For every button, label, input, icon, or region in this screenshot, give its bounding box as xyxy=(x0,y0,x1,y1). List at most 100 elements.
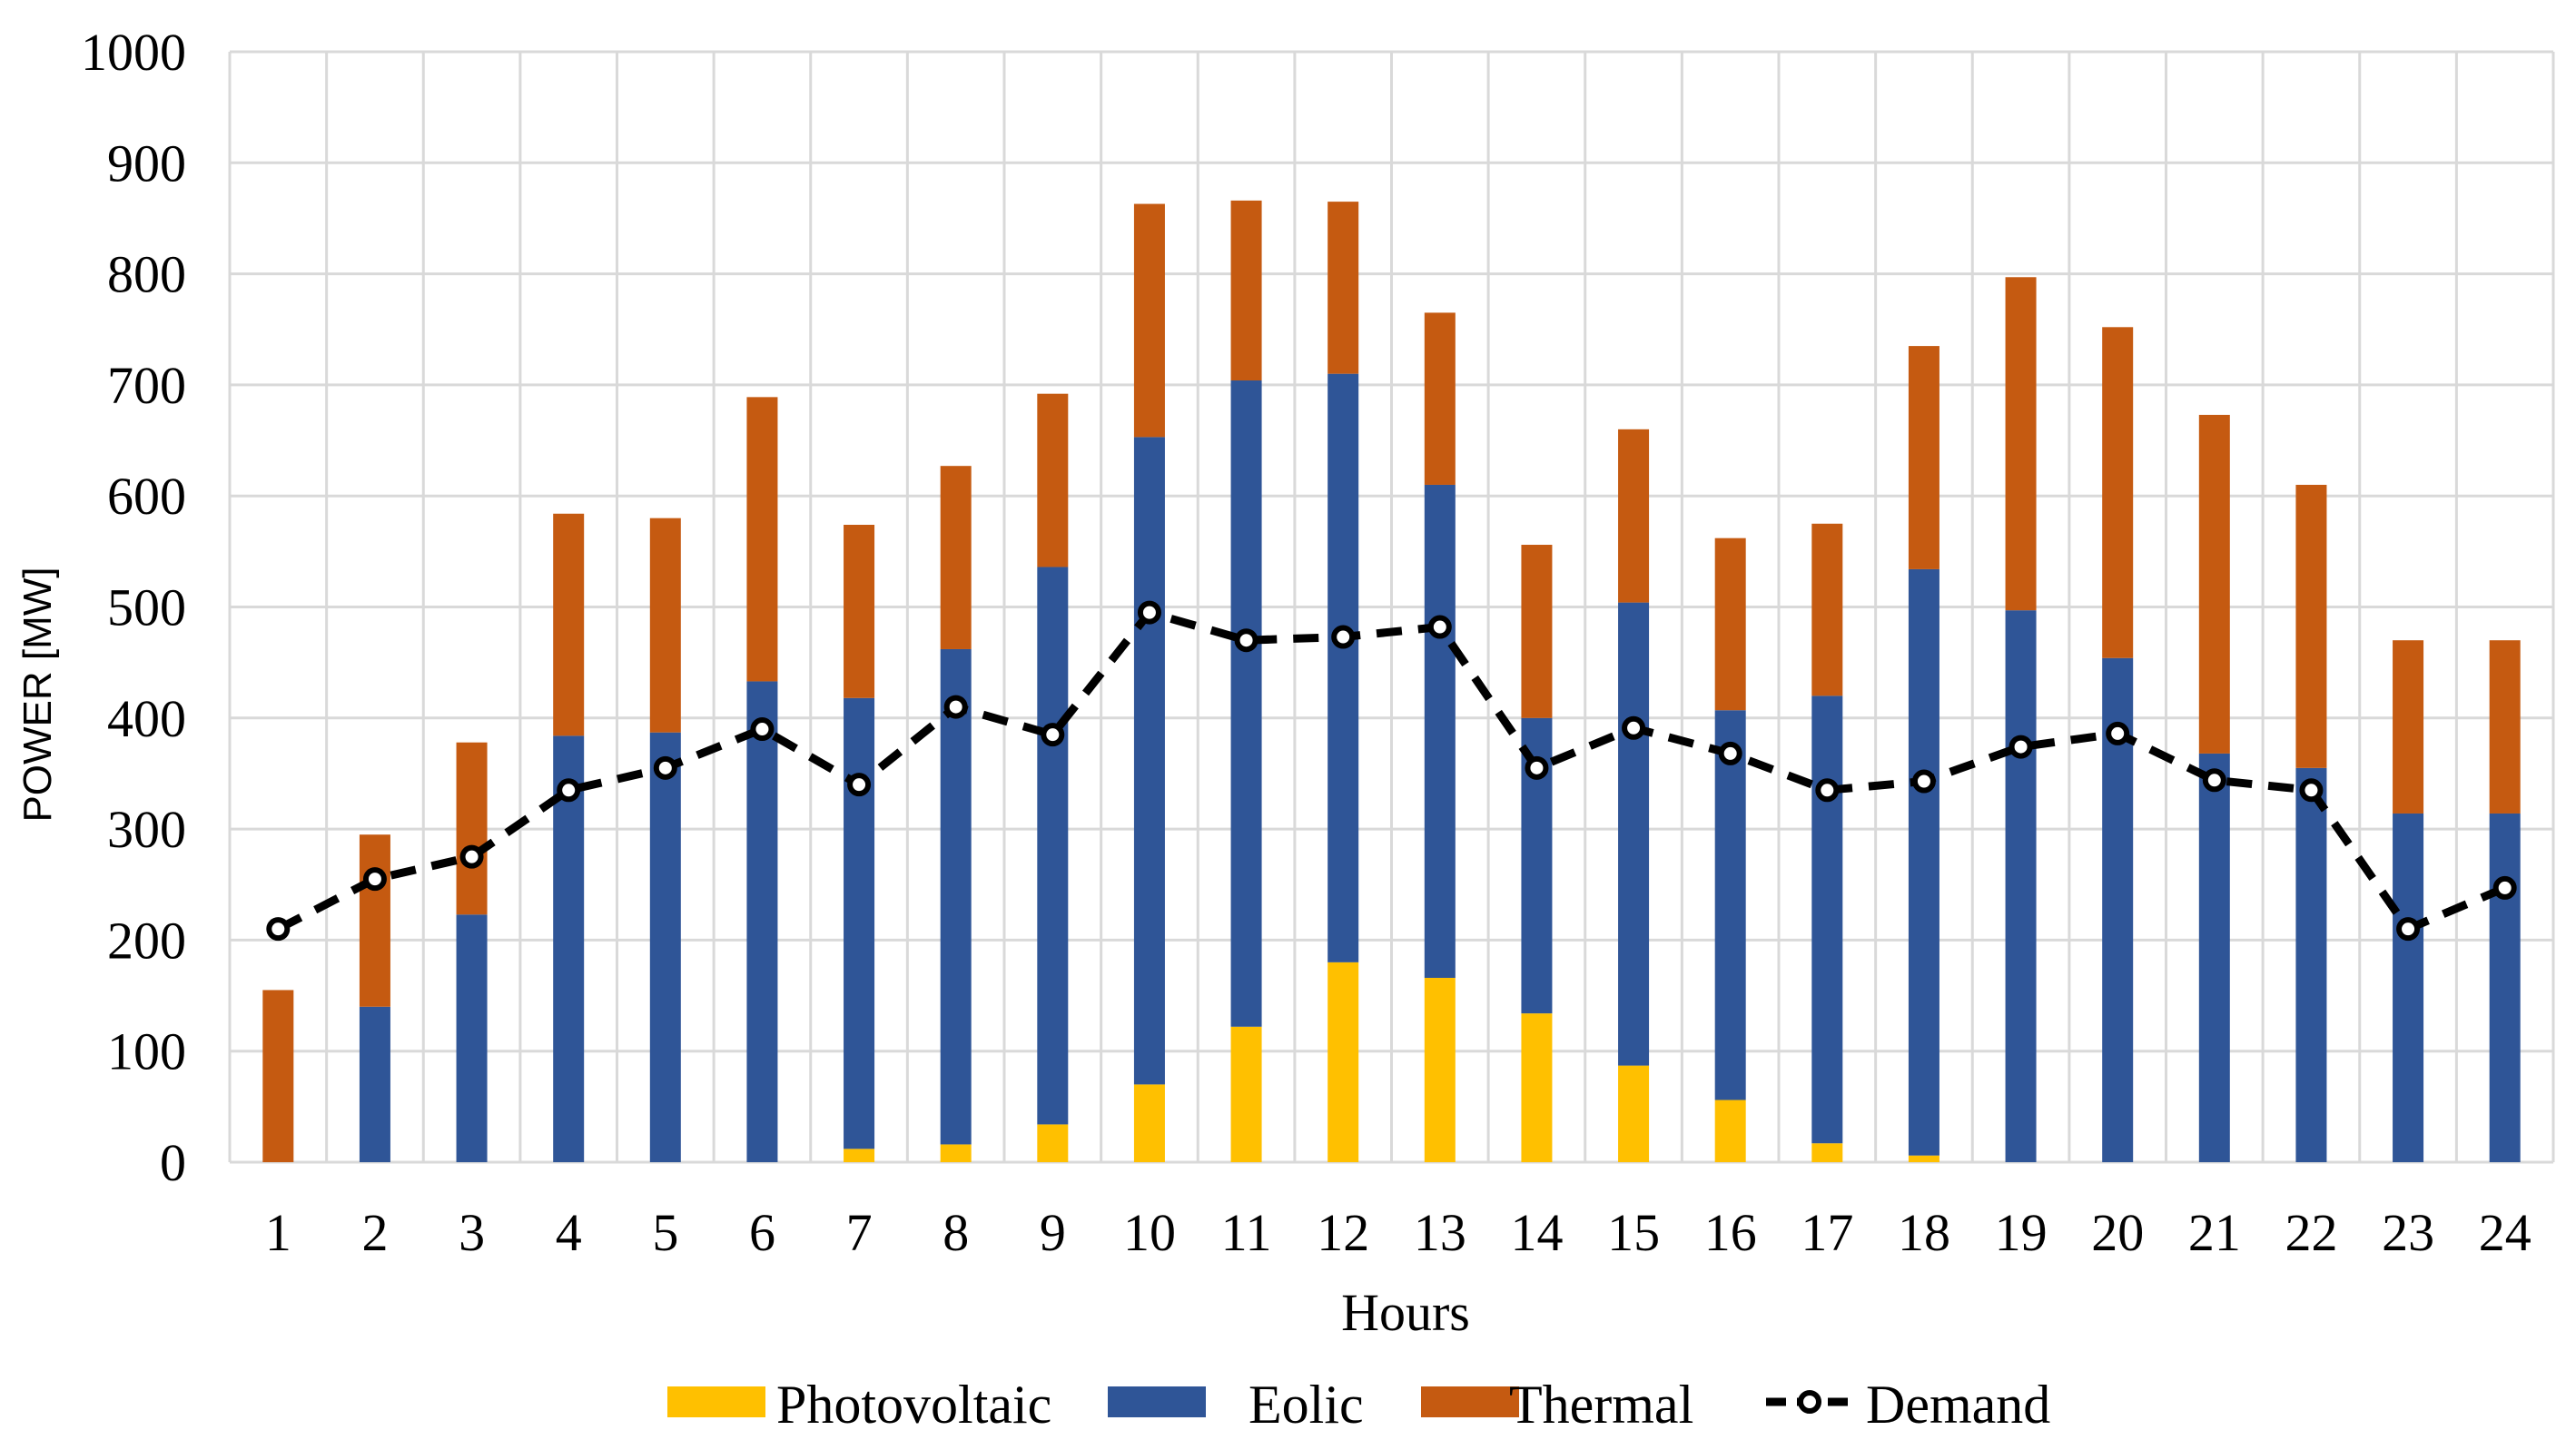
bar-thermal-hour-15 xyxy=(1618,429,1650,603)
bar-eolic-hour-18 xyxy=(1908,568,1939,1156)
bar-thermal-hour-22 xyxy=(2295,484,2327,768)
legend-label: Eolic xyxy=(1249,1375,1364,1435)
bar-thermal-hour-6 xyxy=(746,397,778,682)
x-tick-label: 18 xyxy=(1898,1203,1950,1262)
bar-eolic-hour-3 xyxy=(456,914,488,1162)
bar-eolic-hour-23 xyxy=(2393,813,2424,1162)
demand-point-hour-4 xyxy=(557,778,581,803)
x-tick-label: 4 xyxy=(556,1203,582,1262)
y-tick-label: 800 xyxy=(107,245,186,304)
bar-photovoltaic-hour-18 xyxy=(1908,1155,1939,1162)
x-tick-label: 9 xyxy=(1040,1203,1066,1262)
bar-photovoltaic-hour-12 xyxy=(1327,962,1359,1162)
bar-eolic-hour-16 xyxy=(1714,710,1746,1100)
demand-point-hour-3 xyxy=(459,844,484,869)
legend-item-photovoltaic: Photovoltaic xyxy=(667,1375,1051,1435)
y-axis-ticks: 0 100 200 300 400 500 600 700 800 900 1000 xyxy=(81,23,186,1192)
bar-eolic-hour-6 xyxy=(746,681,778,1162)
bar-photovoltaic-hour-9 xyxy=(1037,1124,1069,1162)
bar-photovoltaic-hour-16 xyxy=(1714,1100,1746,1162)
demand-line xyxy=(276,608,2507,933)
demand-point-hour-18 xyxy=(1911,769,1936,794)
demand-point-hour-5 xyxy=(653,755,677,780)
demand-point-hour-20 xyxy=(2106,721,2130,745)
x-tick-label: 8 xyxy=(943,1203,969,1262)
x-tick-label: 1 xyxy=(265,1203,291,1262)
y-axis-label: POWER [MW] xyxy=(15,567,60,822)
demand-point-hour-17 xyxy=(1815,778,1840,803)
bar-photovoltaic-hour-17 xyxy=(1811,1143,1843,1162)
bar-eolic-hour-24 xyxy=(2489,813,2521,1162)
bar-eolic-hour-5 xyxy=(649,732,681,1162)
legend-label: Thermal xyxy=(1509,1375,1693,1435)
bar-photovoltaic-hour-13 xyxy=(1424,977,1456,1162)
bar-eolic-hour-15 xyxy=(1618,602,1650,1066)
x-tick-label: 14 xyxy=(1510,1203,1563,1262)
bar-eolic-hour-22 xyxy=(2295,767,2327,1162)
y-tick-label: 1000 xyxy=(81,23,186,82)
demand-point-hour-12 xyxy=(1331,625,1356,649)
bar-eolic-hour-8 xyxy=(940,648,972,1145)
bar-photovoltaic-hour-11 xyxy=(1230,1026,1262,1162)
x-tick-label: 12 xyxy=(1317,1203,1369,1262)
y-tick-label: 0 xyxy=(160,1133,186,1192)
bar-photovoltaic-hour-15 xyxy=(1618,1065,1650,1162)
demand-point-hour-6 xyxy=(750,717,775,742)
legend-item-thermal: Thermal xyxy=(1421,1375,1693,1435)
legend-item-eolic: Eolic xyxy=(1108,1375,1364,1435)
bar-eolic-hour-4 xyxy=(553,735,585,1162)
legend-swatch-thermal xyxy=(1421,1386,1519,1417)
bar-eolic-hour-17 xyxy=(1811,695,1843,1144)
demand-point-hour-7 xyxy=(847,773,872,797)
bar-eolic-hour-11 xyxy=(1230,380,1262,1027)
x-tick-label: 23 xyxy=(2382,1203,2434,1262)
bar-thermal-hour-12 xyxy=(1327,202,1359,374)
bar-eolic-hour-19 xyxy=(2005,610,2037,1162)
bar-thermal-hour-4 xyxy=(553,513,585,736)
demand-line-series xyxy=(266,600,2517,942)
bar-eolic-hour-7 xyxy=(844,697,875,1149)
demand-point-hour-2 xyxy=(362,867,387,892)
bar-thermal-hour-19 xyxy=(2005,277,2037,611)
demand-point-hour-13 xyxy=(1427,615,1452,639)
bar-eolic-hour-12 xyxy=(1327,373,1359,962)
x-tick-label: 5 xyxy=(652,1203,678,1262)
bar-eolic-hour-13 xyxy=(1424,484,1456,978)
y-tick-label: 500 xyxy=(107,578,186,637)
bar-eolic-hour-2 xyxy=(359,1006,390,1162)
bar-photovoltaic-hour-10 xyxy=(1133,1084,1165,1162)
x-tick-label: 16 xyxy=(1704,1203,1757,1262)
bar-thermal-hour-24 xyxy=(2489,640,2521,814)
bar-thermal-hour-14 xyxy=(1521,545,1553,718)
bar-thermal-hour-11 xyxy=(1230,200,1262,381)
bar-thermal-hour-8 xyxy=(940,466,972,649)
y-tick-label: 300 xyxy=(107,800,186,859)
legend: Photovoltaic Eolic Thermal Demand xyxy=(667,1375,2050,1435)
demand-point-hour-1 xyxy=(266,917,291,942)
y-tick-label: 200 xyxy=(107,911,186,970)
demand-point-hour-22 xyxy=(2299,778,2324,803)
demand-point-hour-21 xyxy=(2202,768,2226,793)
bar-thermal-hour-16 xyxy=(1714,538,1746,711)
bar-thermal-hour-17 xyxy=(1811,523,1843,696)
demand-point-hour-14 xyxy=(1525,755,1549,780)
bar-thermal-hour-23 xyxy=(2393,640,2424,814)
legend-label: Demand xyxy=(1866,1375,2050,1435)
bar-thermal-hour-1 xyxy=(262,990,294,1162)
bar-photovoltaic-hour-8 xyxy=(940,1144,972,1162)
demand-point-hour-24 xyxy=(2492,875,2517,900)
x-tick-label: 11 xyxy=(1221,1203,1272,1262)
demand-point-hour-9 xyxy=(1041,723,1065,747)
x-axis-label: Hours xyxy=(1341,1283,1470,1342)
demand-point-hour-10 xyxy=(1137,600,1161,625)
bar-thermal-hour-18 xyxy=(1908,346,1939,569)
bar-thermal-hour-20 xyxy=(2102,327,2134,658)
x-gridlines xyxy=(228,52,2555,1162)
x-tick-label: 21 xyxy=(2188,1203,2241,1262)
x-tick-label: 6 xyxy=(749,1203,775,1262)
x-tick-label: 3 xyxy=(459,1203,485,1262)
x-tick-label: 20 xyxy=(2091,1203,2144,1262)
x-tick-label: 2 xyxy=(361,1203,388,1262)
y-tick-label: 700 xyxy=(107,356,186,415)
x-axis-ticks: 1 2 3 4 5 6 7 8 9 10 11 12 13 14 15 16 17 18 19 20 21 22 23 24 xyxy=(265,1203,2532,1262)
